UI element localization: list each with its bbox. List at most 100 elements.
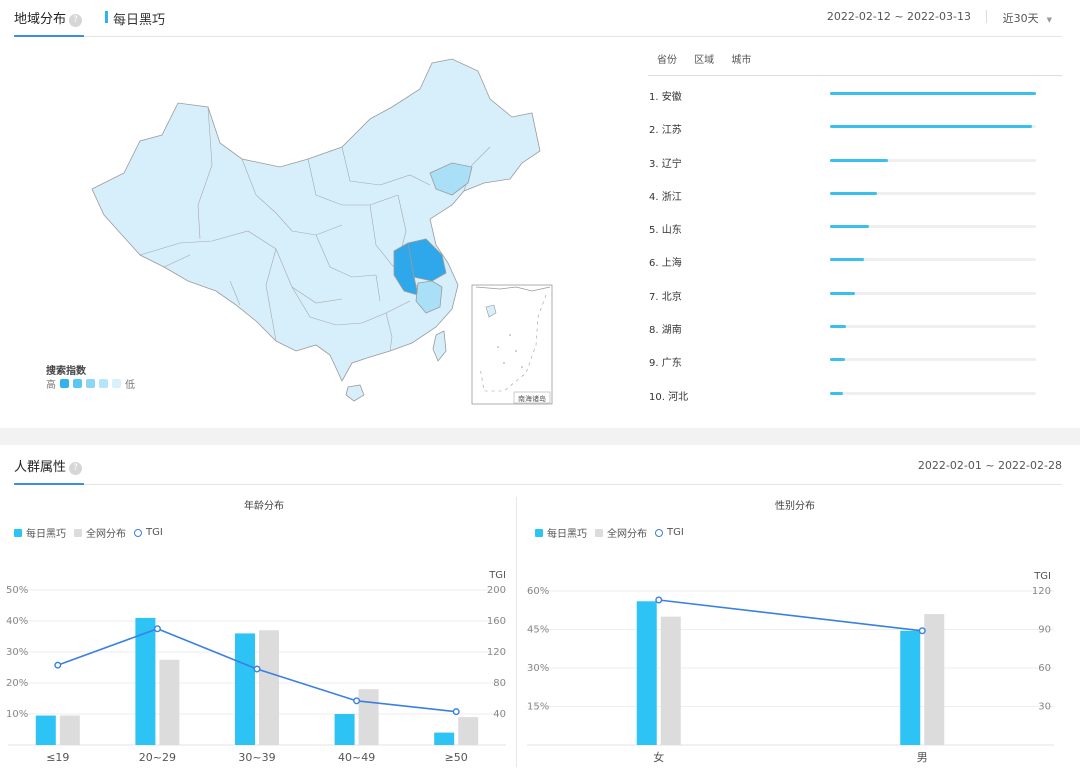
inset-hainan xyxy=(485,304,497,318)
ranking-label: 3. 辽宁 xyxy=(649,158,682,170)
ranking-bar-track xyxy=(830,191,1036,195)
tab-region-distribution[interactable]: 地域分布? xyxy=(14,8,85,37)
gender-distribution-chart: 60% 120 45% 90 30% 60 15% 30 TGI 女 男 xyxy=(527,571,1054,764)
ranking-bar-track xyxy=(830,125,1036,129)
ranking-row[interactable]: 5. 山东 xyxy=(649,216,1041,249)
map-hainan xyxy=(345,384,365,402)
legend-item-overall[interactable]: 全网分布 xyxy=(595,525,647,540)
map-taiwan xyxy=(432,330,447,362)
map-legend-scale: 高 低 xyxy=(46,376,135,391)
tgi-point xyxy=(253,665,261,673)
ranking-bar-track xyxy=(830,391,1036,395)
ranking-label: 5. 山东 xyxy=(649,225,682,237)
legend-high: 高 xyxy=(46,380,56,391)
ranking-row[interactable]: 6. 上海 xyxy=(649,249,1041,282)
china-map: 南海诸岛 xyxy=(91,58,553,405)
ranking-bar-track xyxy=(830,358,1036,362)
legend-swatch xyxy=(595,528,603,537)
map-province-zhejiang[interactable] xyxy=(415,280,443,314)
help-icon[interactable]: ? xyxy=(69,462,83,475)
y-tick-label: 40% xyxy=(6,616,28,627)
south-china-sea-inset xyxy=(471,284,553,405)
tab-city[interactable]: 城市 xyxy=(731,55,752,66)
region-type-tabs: 省份 区域 城市 xyxy=(648,51,1062,76)
tab-province[interactable]: 省份 xyxy=(657,55,677,66)
legend-label: 全网分布 xyxy=(86,529,126,540)
inset-islands xyxy=(497,334,523,368)
help-icon[interactable]: ? xyxy=(69,14,83,27)
bar-overall xyxy=(59,715,80,745)
legend-item-tgi[interactable]: TGI xyxy=(655,527,684,538)
legend-item-tgi[interactable]: TGI xyxy=(134,527,163,538)
bar-overall xyxy=(358,689,379,745)
y2-tick-label: 80 xyxy=(493,678,506,689)
tab-label: 地域分布 xyxy=(14,12,67,27)
tgi-line xyxy=(658,599,923,632)
ranking-row[interactable]: 8. 湖南 xyxy=(649,316,1041,349)
tgi-point xyxy=(918,627,926,635)
divider xyxy=(516,497,517,767)
bar-overall xyxy=(924,614,945,745)
legend-swatch xyxy=(86,379,95,388)
y2-tick-label: 160 xyxy=(487,616,506,627)
bar-overall xyxy=(259,630,279,745)
bar-overall xyxy=(660,616,681,745)
y2-tick-label: 90 xyxy=(1038,625,1051,636)
x-tick-label: 40~49 xyxy=(338,751,375,764)
y-tick-label: 10% xyxy=(6,709,28,720)
bar-keyword xyxy=(900,630,921,745)
tab-area[interactable]: 区域 xyxy=(694,55,715,66)
ranking-bar-fill xyxy=(830,158,888,162)
ranking-row[interactable]: 7. 北京 xyxy=(649,283,1041,316)
ranking-bar-fill xyxy=(830,391,844,395)
region-tabbar: 地域分布? 每日黑巧 2022-02-12 ~ 2022-03-13 近30天 ▼ xyxy=(14,0,1062,37)
ranking-bar-track xyxy=(830,258,1036,262)
legend-item-keyword[interactable]: 每日黑巧 xyxy=(535,525,587,540)
y-tick-label: 45% xyxy=(527,625,549,636)
age-chart-legend: 每日黑巧 全网分布 TGI xyxy=(14,525,171,540)
tgi-point xyxy=(353,697,361,705)
ranking-bar-fill xyxy=(830,191,878,195)
ranking-label: 8. 湖南 xyxy=(649,325,682,337)
tab-crowd-attributes[interactable]: 人群属性? xyxy=(14,456,85,485)
y-tick-label: 15% xyxy=(527,702,549,713)
bar-keyword xyxy=(35,715,56,745)
ranking-bar-fill xyxy=(830,225,870,229)
x-tick-label: 女 xyxy=(653,750,664,764)
bar-overall xyxy=(159,659,180,745)
map-province-liaoning[interactable] xyxy=(429,162,473,196)
ranking-row[interactable]: 1. 安徽 xyxy=(649,83,1041,116)
y2-tick-label: 120 xyxy=(1032,586,1051,597)
period-select[interactable]: 近30天 ▼ xyxy=(1003,10,1052,26)
y2-tick-label: 120 xyxy=(487,647,506,658)
legend-item-keyword[interactable]: 每日黑巧 xyxy=(14,525,66,540)
y2-axis-label: TGI xyxy=(488,570,506,581)
legend-swatch xyxy=(14,528,22,537)
date-range: 2022-02-01 ~ 2022-02-28 xyxy=(917,459,1062,472)
y-tick-label: 60% xyxy=(527,586,549,597)
legend-label: TGI xyxy=(146,527,163,538)
ranking-bar-track xyxy=(830,225,1036,229)
ranking-bar-fill xyxy=(830,358,846,362)
x-tick-label: ≥50 xyxy=(445,751,468,764)
legend-swatch xyxy=(535,528,543,537)
crowd-attributes-panel: 人群属性? 2022-02-01 ~ 2022-02-28 年龄分布 每日黑巧 … xyxy=(0,445,1080,779)
ranking-label: 2. 江苏 xyxy=(649,125,682,137)
bar-keyword xyxy=(636,601,657,745)
ranking-row[interactable]: 9. 广东 xyxy=(649,349,1041,382)
ranking-label: 6. 上海 xyxy=(649,258,682,270)
bar-keyword xyxy=(434,732,455,745)
ranking-row[interactable]: 3. 辽宁 xyxy=(649,150,1041,183)
y-tick-label: 30% xyxy=(527,663,549,674)
ranking-bar-fill xyxy=(830,258,864,262)
ranking-bar-fill xyxy=(830,125,1032,129)
ranking-row[interactable]: 10. 河北 xyxy=(649,383,1041,416)
ranking-row[interactable]: 2. 江苏 xyxy=(649,116,1041,149)
ranking-row[interactable]: 4. 浙江 xyxy=(649,183,1041,216)
legend-swatch xyxy=(112,379,121,388)
inset-dashed-line xyxy=(479,294,547,392)
legend-item-overall[interactable]: 全网分布 xyxy=(74,525,126,540)
ranking-bar-fill xyxy=(830,291,855,295)
legend-label: 全网分布 xyxy=(607,529,647,540)
tgi-point xyxy=(54,661,62,669)
